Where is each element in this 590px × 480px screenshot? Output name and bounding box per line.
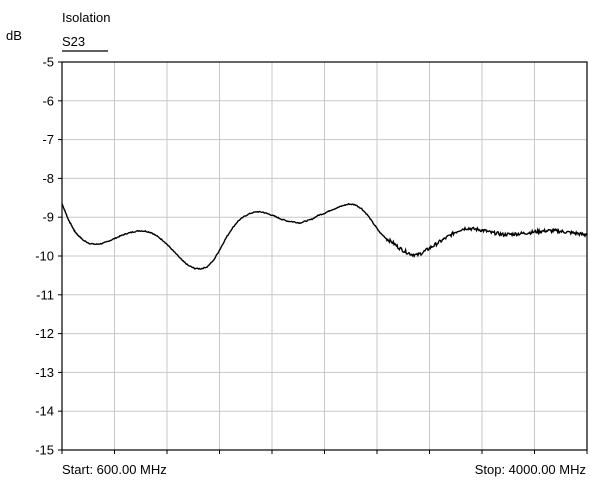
y-tick-label: -10 [35,249,54,264]
y-tick-label: -7 [42,132,54,147]
y-tick-label: -14 [35,404,54,419]
y-tick-label: -8 [42,171,54,186]
y-tick-label: -12 [35,326,54,341]
y-axis-label: dB [6,28,22,43]
y-tick-label: -15 [35,443,54,458]
chart-title: Isolation [62,10,110,25]
legend-series-label: S23 [62,34,85,49]
y-tick-label: -5 [42,55,54,70]
plot-frame [61,61,588,451]
y-tick-label: -9 [42,210,54,225]
series-line-s23 [61,202,588,270]
y-tick-labels: -5 -6 -7 -8 -9 -10 -11 -12 -13 -14 -15 [35,55,62,458]
y-tick-label: -13 [35,365,54,380]
grid [61,62,588,454]
y-tick-label: -6 [42,93,54,108]
start-frequency-label: Start: 600.00 MHz [62,462,167,477]
stop-frequency-label: Stop: 4000.00 MHz [475,462,586,477]
y-tick-label: -11 [36,287,54,302]
